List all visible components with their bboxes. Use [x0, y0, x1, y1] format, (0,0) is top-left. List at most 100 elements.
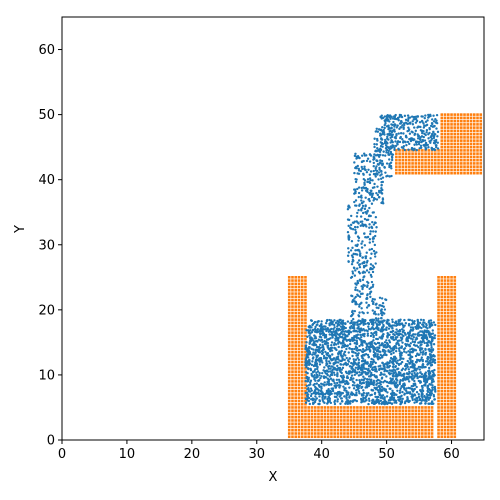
blue-scatter-point	[420, 333, 423, 337]
blue-scatter-point	[319, 376, 322, 380]
orange-square-point	[479, 113, 483, 116]
orange-square-point	[476, 123, 479, 126]
orange-square-point	[459, 162, 463, 165]
orange-square-point	[291, 282, 294, 286]
blue-scatter-point	[394, 393, 397, 396]
orange-square-point	[446, 344, 450, 347]
orange-square-point	[297, 396, 301, 399]
blue-scatter-point	[340, 397, 343, 400]
blue-scatter-point	[390, 379, 393, 382]
orange-square-point	[326, 406, 330, 409]
orange-square-point	[443, 162, 447, 165]
orange-square-point	[453, 347, 457, 351]
orange-square-point	[304, 402, 307, 406]
orange-square-point	[398, 428, 401, 432]
orange-square-point	[411, 171, 414, 175]
blue-scatter-point	[355, 346, 359, 350]
blue-scatter-point	[422, 144, 425, 147]
blue-scatter-point	[404, 363, 408, 366]
blue-scatter-point	[315, 362, 319, 365]
orange-square-point	[446, 298, 450, 302]
blue-scatter-point	[383, 126, 386, 130]
orange-square-point	[459, 129, 463, 133]
blue-scatter-point	[363, 284, 366, 287]
blue-scatter-point	[354, 199, 358, 202]
blue-scatter-point	[406, 140, 410, 144]
blue-scatter-point	[329, 367, 332, 370]
blue-scatter-point	[372, 266, 376, 269]
orange-square-point	[291, 354, 294, 357]
blue-scatter-point	[434, 121, 437, 124]
blue-scatter-point	[408, 132, 412, 135]
orange-square-point	[336, 428, 340, 432]
blue-scatter-point	[343, 389, 346, 392]
orange-square-point	[343, 428, 346, 432]
orange-square-point	[459, 113, 463, 116]
orange-square-point	[313, 425, 317, 429]
blue-scatter-point	[346, 363, 350, 366]
orange-square-point	[437, 386, 440, 390]
blue-scatter-point	[401, 330, 404, 334]
blue-scatter-point	[365, 383, 368, 387]
blue-scatter-point	[381, 180, 385, 184]
blue-scatter-point	[399, 387, 402, 390]
orange-square-point	[414, 168, 418, 172]
orange-square-point	[391, 435, 395, 439]
orange-square-point	[300, 389, 304, 393]
orange-square-point	[346, 432, 349, 435]
orange-square-point	[430, 165, 434, 168]
orange-square-point	[294, 276, 298, 279]
orange-square-point	[310, 428, 314, 432]
blue-scatter-point	[315, 382, 319, 385]
orange-square-point	[291, 347, 294, 351]
orange-square-point	[300, 321, 304, 325]
blue-scatter-point	[360, 301, 363, 305]
orange-square-point	[440, 334, 444, 338]
orange-square-point	[446, 139, 450, 142]
blue-scatter-point	[325, 352, 328, 356]
orange-square-point	[333, 428, 336, 432]
orange-square-point	[463, 142, 466, 146]
blue-scatter-point	[330, 344, 333, 347]
blue-scatter-point	[388, 165, 391, 169]
orange-square-point	[479, 123, 483, 126]
orange-square-point	[339, 428, 343, 432]
blue-scatter-point	[394, 381, 398, 385]
blue-scatter-point	[391, 377, 395, 381]
orange-square-point	[443, 318, 447, 321]
blue-scatter-point	[320, 320, 323, 323]
blue-scatter-point	[397, 398, 400, 402]
blue-scatter-point	[356, 327, 359, 330]
orange-square-point	[391, 425, 395, 429]
orange-square-point	[443, 409, 447, 413]
blue-scatter-point	[417, 365, 421, 369]
blue-scatter-point	[355, 157, 358, 160]
blue-scatter-point	[353, 399, 356, 402]
blue-scatter-point	[389, 356, 393, 360]
orange-square-point	[414, 425, 418, 429]
blue-scatter-point	[315, 355, 319, 358]
orange-square-point	[450, 435, 453, 439]
blue-scatter-point	[367, 367, 370, 371]
blue-scatter-point	[342, 325, 345, 328]
blue-scatter-point	[375, 331, 378, 335]
orange-square-point	[469, 142, 473, 146]
blue-scatter-point	[347, 402, 351, 405]
orange-square-point	[453, 357, 457, 360]
orange-square-point	[440, 295, 444, 299]
orange-square-point	[437, 158, 440, 162]
orange-square-point	[472, 171, 476, 175]
blue-scatter-point	[419, 381, 423, 384]
blue-scatter-point	[416, 133, 419, 136]
blue-scatter-point	[340, 346, 344, 349]
orange-square-point	[453, 367, 457, 370]
orange-square-point	[323, 422, 327, 426]
blue-scatter-point	[425, 398, 428, 401]
blue-scatter-point	[382, 150, 385, 153]
blue-scatter-point	[353, 220, 356, 223]
blue-scatter-point	[349, 378, 352, 382]
blue-scatter-point	[342, 339, 345, 342]
orange-square-point	[459, 152, 463, 155]
orange-square-point	[323, 419, 327, 422]
orange-square-point	[440, 419, 444, 422]
